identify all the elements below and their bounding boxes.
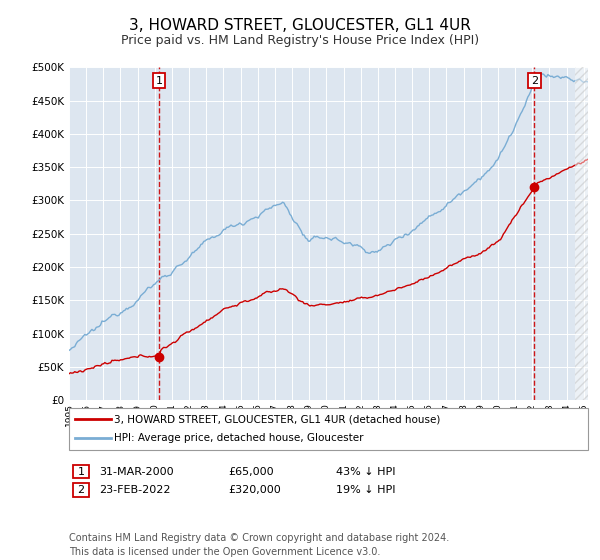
Text: 3, HOWARD STREET, GLOUCESTER, GL1 4UR (detached house): 3, HOWARD STREET, GLOUCESTER, GL1 4UR (d… (114, 414, 440, 424)
Text: 3, HOWARD STREET, GLOUCESTER, GL1 4UR: 3, HOWARD STREET, GLOUCESTER, GL1 4UR (129, 18, 471, 32)
Text: 1: 1 (155, 76, 163, 86)
Text: 19% ↓ HPI: 19% ↓ HPI (336, 485, 395, 495)
Text: Contains HM Land Registry data © Crown copyright and database right 2024.
This d: Contains HM Land Registry data © Crown c… (69, 533, 449, 557)
Text: 23-FEB-2022: 23-FEB-2022 (99, 485, 170, 495)
Text: Price paid vs. HM Land Registry's House Price Index (HPI): Price paid vs. HM Land Registry's House … (121, 34, 479, 48)
Bar (575, 67, 588, 400)
Text: £320,000: £320,000 (228, 485, 281, 495)
Text: £65,000: £65,000 (228, 466, 274, 477)
Text: 31-MAR-2000: 31-MAR-2000 (99, 466, 173, 477)
Text: 2: 2 (531, 76, 538, 86)
Text: 1: 1 (77, 466, 85, 477)
Text: 2: 2 (77, 485, 85, 495)
Text: HPI: Average price, detached house, Gloucester: HPI: Average price, detached house, Glou… (114, 433, 364, 443)
Text: 43% ↓ HPI: 43% ↓ HPI (336, 466, 395, 477)
